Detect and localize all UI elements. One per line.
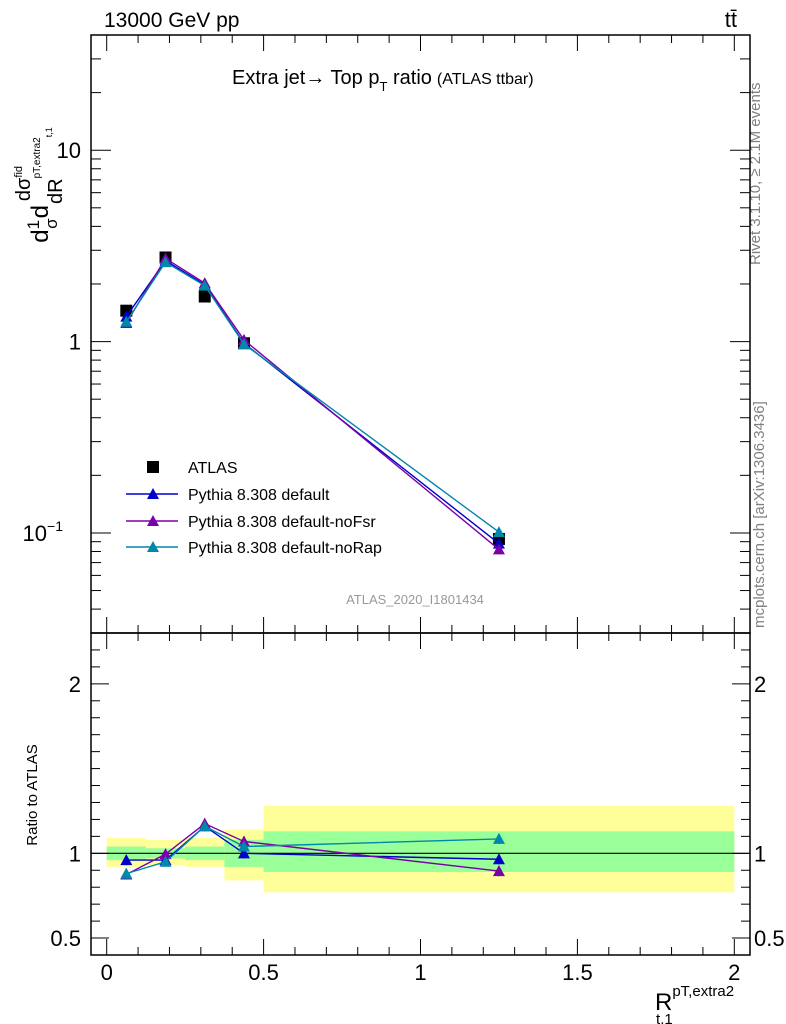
ratio-point (120, 854, 133, 866)
ratio-x-tick-label: 0 (101, 960, 113, 985)
main-mc-point (237, 338, 250, 350)
chart-title: Extra jet→ Top pT ratio (ATLAS ttbar) (232, 67, 534, 94)
legend: ATLAS Pythia 8.308 default Pythia 8.308 de… (126, 460, 382, 557)
ratio-x-tick-label: 2 (728, 960, 740, 985)
source-label: mcplots.cern.ch [arXiv:1306.3436] (751, 401, 768, 628)
main-y-tick-label: 10 (57, 138, 81, 163)
ratio-point (159, 848, 172, 860)
legend-marker (147, 461, 159, 473)
main-mc-point (492, 526, 505, 538)
ratio-point (198, 820, 211, 832)
legend-label: Pythia 8.308 default (188, 487, 330, 504)
ratio-y-axis-label: Ratio to ATLAS (24, 744, 41, 845)
analysis-watermark: ATLAS_2020_I1801434 (346, 592, 484, 607)
legend-label: Pythia 8.308 default-noRap (188, 540, 382, 557)
main-mc-point (492, 537, 505, 549)
ratio-point (159, 855, 172, 867)
main-mc-point (492, 543, 505, 555)
legend-marker (147, 515, 159, 526)
ratio-y-tick-label-right: 1 (754, 841, 766, 866)
main-series-line (125, 257, 500, 550)
ratio-point (237, 847, 250, 859)
ratio-point (237, 840, 250, 852)
ratio-y-tick-label: 1 (69, 841, 81, 866)
main-mc-point (159, 256, 172, 268)
ratio-y-tick-label: 2 (69, 672, 81, 697)
main-y-tick-label: 1 (69, 330, 81, 355)
main-axis-ticks: 10−1 1 10 (23, 34, 750, 634)
legend-marker (147, 541, 159, 552)
process-label: tt̄ (725, 7, 737, 32)
ratio-plot-frame (90, 632, 751, 956)
ratio-point (120, 867, 133, 879)
ratio-point (492, 853, 505, 865)
legend-label: Pythia 8.308 default-noFsr (188, 514, 376, 531)
main-mc-point (120, 315, 133, 327)
x-axis-label: RpT,extra2 t,1 (655, 983, 734, 1024)
ratio-uncertainty-bands (106, 805, 735, 893)
ratio-x-tick-label: 1.5 (562, 960, 593, 985)
ratio-y-tick-label-right: 2 (754, 672, 766, 697)
ratio-point (492, 865, 505, 877)
legend-marker (147, 488, 159, 499)
rivet-label: Rivet 3.1.10, ≥ 2.1M events (747, 83, 764, 266)
main-y-tick-label: 10−1 (23, 518, 64, 546)
ratio-axis-ticks: 0.5 0.5 1 1 2 2 0 0.5 1 1.5 2 (50, 633, 785, 985)
ratio-x-tick-label: 0.5 (248, 960, 279, 985)
main-data-point (198, 290, 211, 303)
main-series-layer (120, 251, 505, 555)
ratio-x-tick-label: 1 (414, 960, 426, 985)
energy-label: 13000 GeV pp (104, 9, 239, 32)
ratio-point (492, 832, 505, 844)
ratio-series-layer (120, 817, 505, 880)
ratio-y-tick-label: 0.5 (50, 926, 81, 951)
main-mc-point (198, 279, 211, 291)
ratio-y-tick-label-right: 0.5 (754, 926, 785, 951)
legend-label: ATLAS (188, 460, 238, 477)
